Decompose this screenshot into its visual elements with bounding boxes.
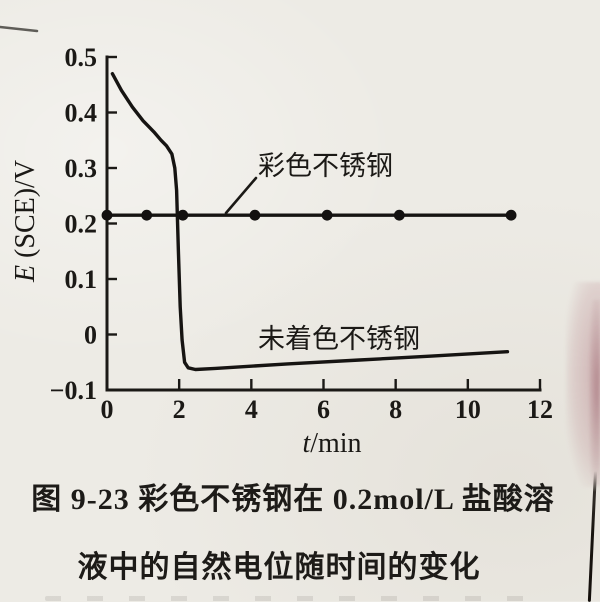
data-point-marker — [177, 209, 189, 221]
y-tick-label: 0.5 — [65, 43, 98, 72]
y-tick-label: 0.2 — [65, 210, 98, 239]
x-tick-label: 10 — [455, 395, 481, 424]
series-curve-1 — [110, 72, 510, 372]
y-tick-label: 0.3 — [65, 154, 98, 183]
colored-steel-leader-line — [224, 176, 258, 215]
caption-line-1: 图 9-23 彩色不锈钢在 0.2mol/L 盐酸溶 — [31, 483, 555, 516]
data-point-marker — [393, 209, 405, 221]
x-tick-label: 12 — [527, 395, 553, 424]
data-point-marker — [249, 209, 261, 221]
uncolored-steel-label: 未着色不锈钢 — [258, 324, 420, 354]
data-point-marker — [141, 209, 153, 221]
plot-layer: 0.50.40.30.20.10−0.10 2 4 6 8 10 12 — [50, 43, 553, 424]
y-axis-unit: (SCE)/V — [10, 160, 41, 265]
y-tick-label: 0.1 — [65, 265, 98, 294]
x-axis-title: t/min — [302, 428, 361, 459]
x-axis-symbol: t — [302, 428, 311, 459]
scan-bottom-noise — [45, 596, 545, 601]
data-point-marker — [101, 209, 113, 221]
y-tick-label: 0.4 — [65, 99, 98, 128]
data-point-marker — [321, 209, 333, 221]
potential-vs-time-chart: 0.50.40.30.20.10−0.10 2 4 6 8 10 12 彩色不锈钢 未着色不… — [0, 25, 553, 459]
data-point-marker — [505, 209, 517, 221]
y-tick-label: −0.1 — [50, 376, 97, 405]
y-axis-title: E (SCE)/V — [10, 160, 41, 283]
y-axis-symbol: E — [10, 265, 41, 283]
y-tick-label: 0 — [84, 321, 97, 350]
x-tick-label: 2 — [173, 395, 186, 424]
x-tick-label: 6 — [317, 395, 330, 424]
x-tick-label: 0 — [101, 395, 114, 424]
x-tick-label: 8 — [389, 395, 402, 424]
x-axis-unit: /min — [310, 428, 361, 459]
x-tick-label: 4 — [245, 395, 258, 424]
colored-steel-label: 彩色不锈钢 — [258, 151, 393, 181]
figure-caption: 图 9-23 彩色不锈钢在 0.2mol/L 盐酸溶 液中的自然电位随时间的变化 — [0, 474, 600, 586]
scan-mark-top-left — [0, 25, 39, 33]
caption-line-2: 液中的自然电位随时间的变化 — [77, 551, 481, 584]
